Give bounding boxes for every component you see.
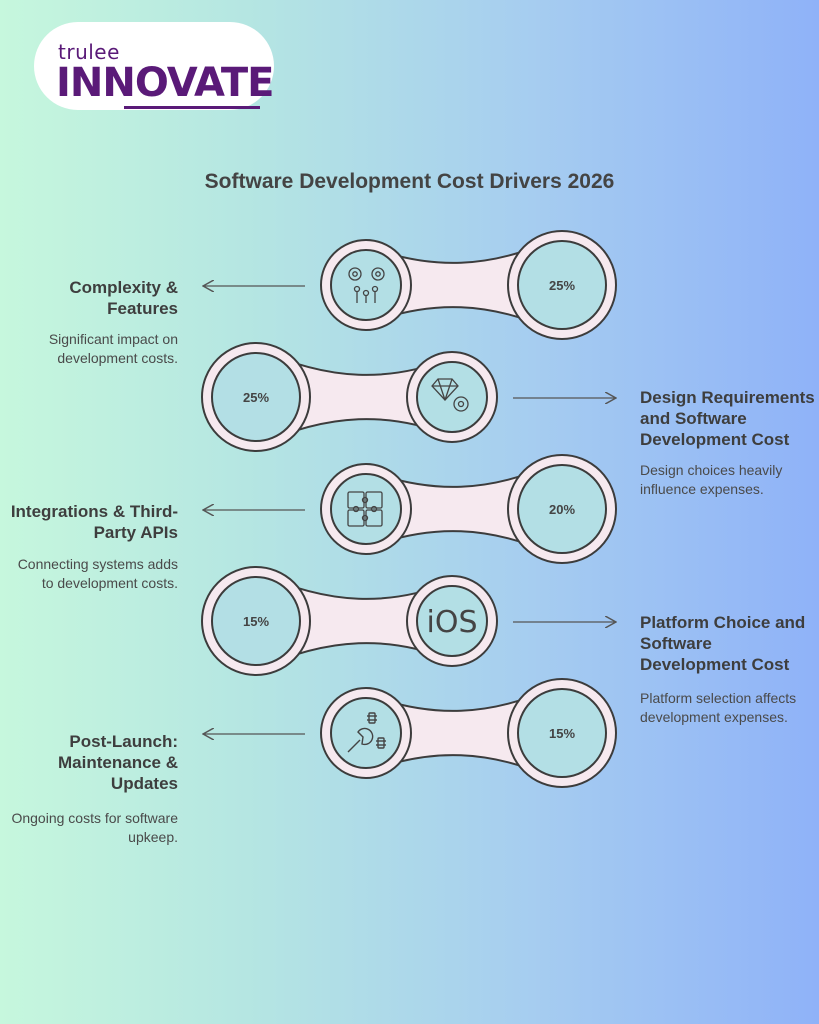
connector-shape-1 — [320, 230, 617, 340]
logo-underline — [124, 106, 260, 109]
heading-post-launch: Post-Launch: Maintenance & Updates — [58, 732, 178, 793]
wrench-screws-icon — [347, 712, 386, 753]
heading-platform-choice: Platform Choice and Software Development… — [640, 613, 806, 674]
description-integrations: Connecting systems adds to development c… — [17, 556, 178, 591]
description-design-requirements: Design choices heavily influence expense… — [640, 462, 783, 497]
page-title: Software Development Cost Drivers 2026 — [204, 170, 615, 193]
connector-shape-5 — [320, 678, 617, 788]
percent-label-2: 25% — [243, 390, 269, 405]
connector-shape-4 — [201, 566, 498, 676]
description-platform-choice: Platform selection affects development e… — [640, 690, 797, 725]
gears-icon — [348, 267, 385, 303]
logo-big-text: INNOVATE — [56, 60, 274, 106]
percent-label-3: 20% — [549, 502, 575, 517]
connector-shape-3 — [320, 454, 617, 564]
percent-label-1: 25% — [549, 278, 575, 293]
heading-integrations: Integrations & Third-Party APIs — [10, 502, 178, 542]
ios-icon: iOS — [427, 605, 478, 640]
logo-small-text: trulee — [58, 40, 120, 64]
heading-complexity-features: Complexity & Features — [69, 278, 178, 318]
description-complexity-features: Significant impact on development costs. — [48, 331, 178, 366]
heading-design-requirements: Design Requirements and Software Develop… — [640, 388, 815, 449]
description-post-launch: Ongoing costs for software upkeep. — [11, 810, 178, 845]
logo: trulee INNOVATE — [34, 22, 274, 110]
puzzle-icon — [347, 491, 383, 527]
percent-label-4: 15% — [243, 614, 269, 629]
connector-shape-2 — [201, 342, 498, 452]
percent-label-5: 15% — [549, 726, 575, 741]
diamond-gear-icon — [431, 378, 469, 412]
